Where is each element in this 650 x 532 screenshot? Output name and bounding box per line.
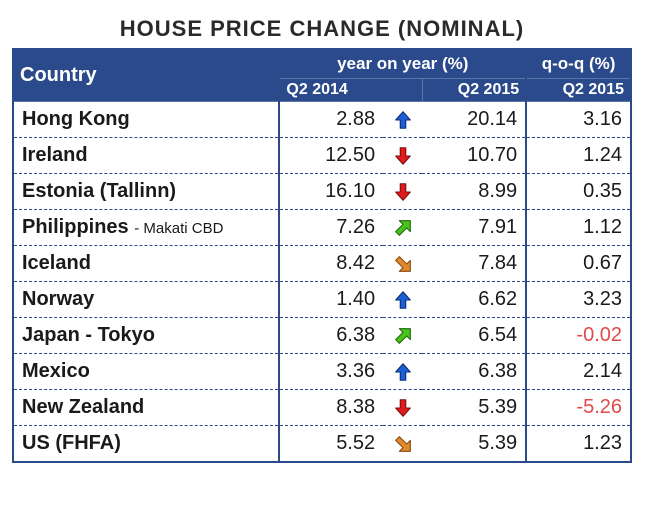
- cell-qoq: 0.35: [526, 174, 631, 210]
- country-name: US (FHFA): [22, 432, 121, 454]
- cell-country: Iceland: [13, 246, 279, 282]
- cell-arrow: [383, 354, 422, 390]
- cell-country: Norway: [13, 282, 279, 318]
- country-sub: - Makati CBD: [134, 220, 223, 237]
- down-diag-orange-icon: [392, 432, 414, 454]
- cell-qoq: 1.12: [526, 210, 631, 246]
- cell-q2-2015: 7.84: [422, 246, 526, 282]
- cell-country: Hong Kong: [13, 102, 279, 138]
- header-country: Country: [13, 49, 279, 102]
- down-red-icon: [392, 180, 414, 202]
- down-diag-orange-icon: [392, 252, 414, 274]
- cell-q2-2014: 8.42: [279, 246, 383, 282]
- cell-arrow: [383, 210, 422, 246]
- cell-country: Estonia (Tallinn): [13, 174, 279, 210]
- cell-qoq: 3.16: [526, 102, 631, 138]
- cell-q2-2015: 20.14: [422, 102, 526, 138]
- cell-country: Philippines - Makati CBD: [13, 210, 279, 246]
- cell-arrow: [383, 174, 422, 210]
- cell-arrow: [383, 102, 422, 138]
- header-q2-2015: Q2 2015: [422, 79, 526, 102]
- country-name: Japan - Tokyo: [22, 324, 155, 346]
- cell-q2-2014: 3.36: [279, 354, 383, 390]
- cell-arrow: [383, 138, 422, 174]
- cell-q2-2014: 6.38: [279, 318, 383, 354]
- table-row: Japan - Tokyo 6.38 6.54-0.02: [13, 318, 631, 354]
- cell-q2-2014: 5.52: [279, 426, 383, 463]
- cell-qoq: 1.23: [526, 426, 631, 463]
- cell-country: Mexico: [13, 354, 279, 390]
- cell-qoq: 1.24: [526, 138, 631, 174]
- cell-q2-2015: 8.99: [422, 174, 526, 210]
- cell-q2-2015: 6.38: [422, 354, 526, 390]
- table-row: Estonia (Tallinn) 16.10 8.990.35: [13, 174, 631, 210]
- cell-arrow: [383, 282, 422, 318]
- table-row: Norway 1.40 6.623.23: [13, 282, 631, 318]
- country-name: Ireland: [22, 144, 88, 166]
- table-row: New Zealand 8.38 5.39-5.26: [13, 390, 631, 426]
- table-row: Mexico 3.36 6.382.14: [13, 354, 631, 390]
- cell-q2-2014: 2.88: [279, 102, 383, 138]
- up-diag-green-icon: [392, 324, 414, 346]
- up-blue-icon: [392, 288, 414, 310]
- header-yoy: year on year (%): [279, 49, 526, 79]
- cell-q2-2014: 16.10: [279, 174, 383, 210]
- cell-qoq: -5.26: [526, 390, 631, 426]
- up-diag-green-icon: [392, 216, 414, 238]
- up-blue-icon: [392, 360, 414, 382]
- cell-arrow: [383, 426, 422, 463]
- down-red-icon: [392, 144, 414, 166]
- table-wrapper: HOUSE PRICE CHANGE (NOMINAL) Country yea…: [12, 16, 632, 463]
- country-name: Hong Kong: [22, 108, 130, 130]
- cell-q2-2014: 8.38: [279, 390, 383, 426]
- cell-qoq: 3.23: [526, 282, 631, 318]
- cell-q2-2015: 7.91: [422, 210, 526, 246]
- price-table: Country year on year (%) q-o-q (%) Q2 20…: [12, 48, 632, 463]
- cell-country: US (FHFA): [13, 426, 279, 463]
- table-row: Ireland 12.50 10.701.24: [13, 138, 631, 174]
- cell-qoq: 0.67: [526, 246, 631, 282]
- cell-arrow: [383, 318, 422, 354]
- table-header: Country year on year (%) q-o-q (%) Q2 20…: [13, 49, 631, 102]
- country-name: Estonia (Tallinn): [22, 180, 176, 202]
- cell-arrow: [383, 246, 422, 282]
- country-name: Norway: [22, 288, 94, 310]
- cell-qoq: 2.14: [526, 354, 631, 390]
- cell-q2-2015: 5.39: [422, 390, 526, 426]
- cell-q2-2014: 7.26: [279, 210, 383, 246]
- down-red-icon: [392, 396, 414, 418]
- country-name: Iceland: [22, 252, 91, 274]
- up-blue-icon: [392, 108, 414, 130]
- cell-qoq: -0.02: [526, 318, 631, 354]
- country-name: New Zealand: [22, 396, 144, 418]
- header-qoq-q2-2015: Q2 2015: [526, 79, 631, 102]
- header-q2-2014: Q2 2014: [279, 79, 422, 102]
- header-qoq: q-o-q (%): [526, 49, 631, 79]
- cell-q2-2014: 12.50: [279, 138, 383, 174]
- table-row: Iceland 8.42 7.840.67: [13, 246, 631, 282]
- table-row: Philippines - Makati CBD7.267.911.12: [13, 210, 631, 246]
- table-body: Hong Kong2.8820.143.16Ireland12.5010.701…: [13, 102, 631, 463]
- cell-q2-2015: 10.70: [422, 138, 526, 174]
- cell-country: New Zealand: [13, 390, 279, 426]
- cell-arrow: [383, 390, 422, 426]
- cell-q2-2015: 5.39: [422, 426, 526, 463]
- cell-q2-2015: 6.54: [422, 318, 526, 354]
- page-title: HOUSE PRICE CHANGE (NOMINAL): [12, 16, 632, 42]
- cell-country: Japan - Tokyo: [13, 318, 279, 354]
- table-row: Hong Kong 2.88 20.143.16: [13, 102, 631, 138]
- cell-q2-2014: 1.40: [279, 282, 383, 318]
- table-row: US (FHFA) 5.52 5.391.23: [13, 426, 631, 463]
- country-name: Mexico: [22, 360, 90, 382]
- country-name: Philippines: [22, 216, 129, 238]
- cell-country: Ireland: [13, 138, 279, 174]
- cell-q2-2015: 6.62: [422, 282, 526, 318]
